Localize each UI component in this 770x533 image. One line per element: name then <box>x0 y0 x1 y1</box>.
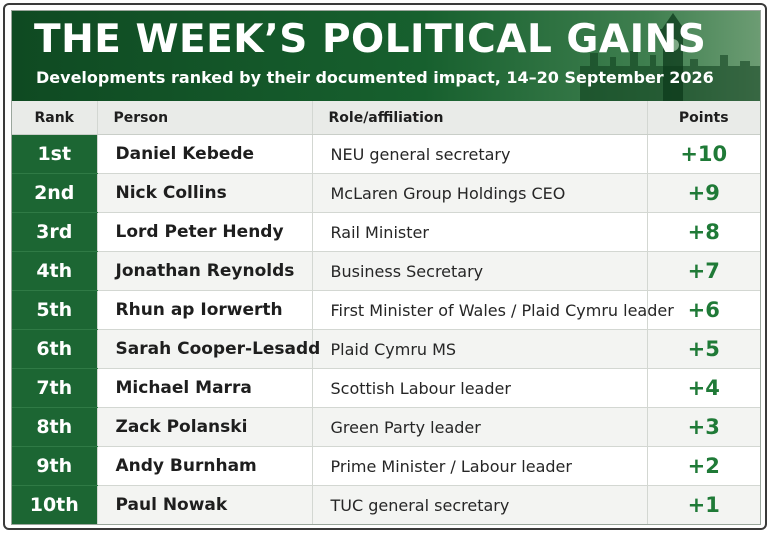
role-cell: First Minister of Wales / Plaid Cymru le… <box>312 290 674 330</box>
role-cell: Business Secretary <box>312 251 648 291</box>
role-cell: NEU general secretary <box>312 134 648 174</box>
skyline-illustration <box>580 13 760 101</box>
rank-cell: 5th <box>12 290 98 330</box>
person-cell: Lord Peter Hendy <box>97 212 313 252</box>
points-cell: +8 <box>647 212 760 252</box>
table-row: 3rd Lord Peter Hendy Rail Minister +8 <box>12 212 760 252</box>
table-row: 5th Rhun ap Iorwerth First Minister of Wal… <box>12 290 760 330</box>
rank-cell: 9th <box>12 446 98 486</box>
table-body: 1st Daniel Kebede NEU general secretary +10… <box>12 134 760 524</box>
rank-cell: 7th <box>12 368 98 408</box>
role-cell: Green Party leader <box>312 407 648 447</box>
table-row: 9th Andy Burnham Prime Minister / Labour l… <box>12 446 760 486</box>
table-row: 7th Michael Marra Scottish Labour leader +4 <box>12 368 760 408</box>
person-cell: Daniel Kebede <box>97 134 313 174</box>
table-row: 4th Jonathan Reynolds Business Secretary +7 <box>12 251 760 291</box>
table-row: 8th Zack Polanski Green Party leader +3 <box>12 407 760 447</box>
rank-cell: 2nd <box>12 173 98 213</box>
rank-cell: 1st <box>12 134 98 174</box>
column-header: Person <box>97 101 313 135</box>
points-cell: +4 <box>647 368 760 408</box>
points-cell: +7 <box>647 251 760 291</box>
points-cell: +3 <box>647 407 760 447</box>
points-cell: +5 <box>647 329 760 369</box>
person-cell: Sarah Cooper-Lesadd <box>97 329 320 369</box>
table-row: 2nd Nick Collins McLaren Group Holdings CE… <box>12 173 760 213</box>
header-row: Rank Person Role/affiliation Points <box>12 101 760 135</box>
column-header: Points <box>647 101 760 135</box>
column-header: Role/affiliation <box>312 101 648 135</box>
table-row: 10th Paul Nowak TUC general secretary +1 <box>12 485 760 524</box>
points-cell: +1 <box>647 485 760 524</box>
rank-cell: 3rd <box>12 212 98 252</box>
person-cell: Michael Marra <box>97 368 313 408</box>
person-cell: Jonathan Reynolds <box>97 251 313 291</box>
role-cell: Plaid Cymru MS <box>312 329 648 369</box>
person-cell: Nick Collins <box>97 173 313 213</box>
person-cell: Paul Nowak <box>97 485 313 524</box>
rank-cell: 10th <box>12 485 98 524</box>
role-cell: Rail Minister <box>312 212 648 252</box>
title: THE WEEK’S POLITICAL GAINS <box>34 17 707 62</box>
person-cell: Zack Polanski <box>97 407 313 447</box>
card: THE WEEK’S POLITICAL GAINS Developments … <box>11 10 761 525</box>
points-cell: +6 <box>647 290 760 330</box>
person-cell: Andy Burnham <box>97 446 313 486</box>
person-cell: Rhun ap Iorwerth <box>97 290 313 330</box>
role-cell: Scottish Labour leader <box>312 368 648 408</box>
ranking-table: Rank Person Role/affiliation Points 1st Dani… <box>12 101 760 524</box>
role-cell: McLaren Group Holdings CEO <box>312 173 648 213</box>
table-row: 6th Sarah Cooper-Lesadd Plaid Cymru MS +5 <box>12 329 760 369</box>
points-cell: +9 <box>647 173 760 213</box>
header: THE WEEK’S POLITICAL GAINS Developments … <box>12 11 760 101</box>
rank-cell: 8th <box>12 407 98 447</box>
rank-cell: 6th <box>12 329 98 369</box>
subtitle: Developments ranked by their documented … <box>36 68 714 87</box>
points-cell: +10 <box>647 134 760 174</box>
points-cell: +2 <box>647 446 760 486</box>
table-row: 1st Daniel Kebede NEU general secretary +10 <box>12 134 760 174</box>
column-header: Rank <box>12 101 98 135</box>
frame: THE WEEK’S POLITICAL GAINS Developments … <box>3 3 767 530</box>
role-cell: Prime Minister / Labour leader <box>312 446 648 486</box>
rank-cell: 4th <box>12 251 98 291</box>
role-cell: TUC general secretary <box>312 485 648 524</box>
